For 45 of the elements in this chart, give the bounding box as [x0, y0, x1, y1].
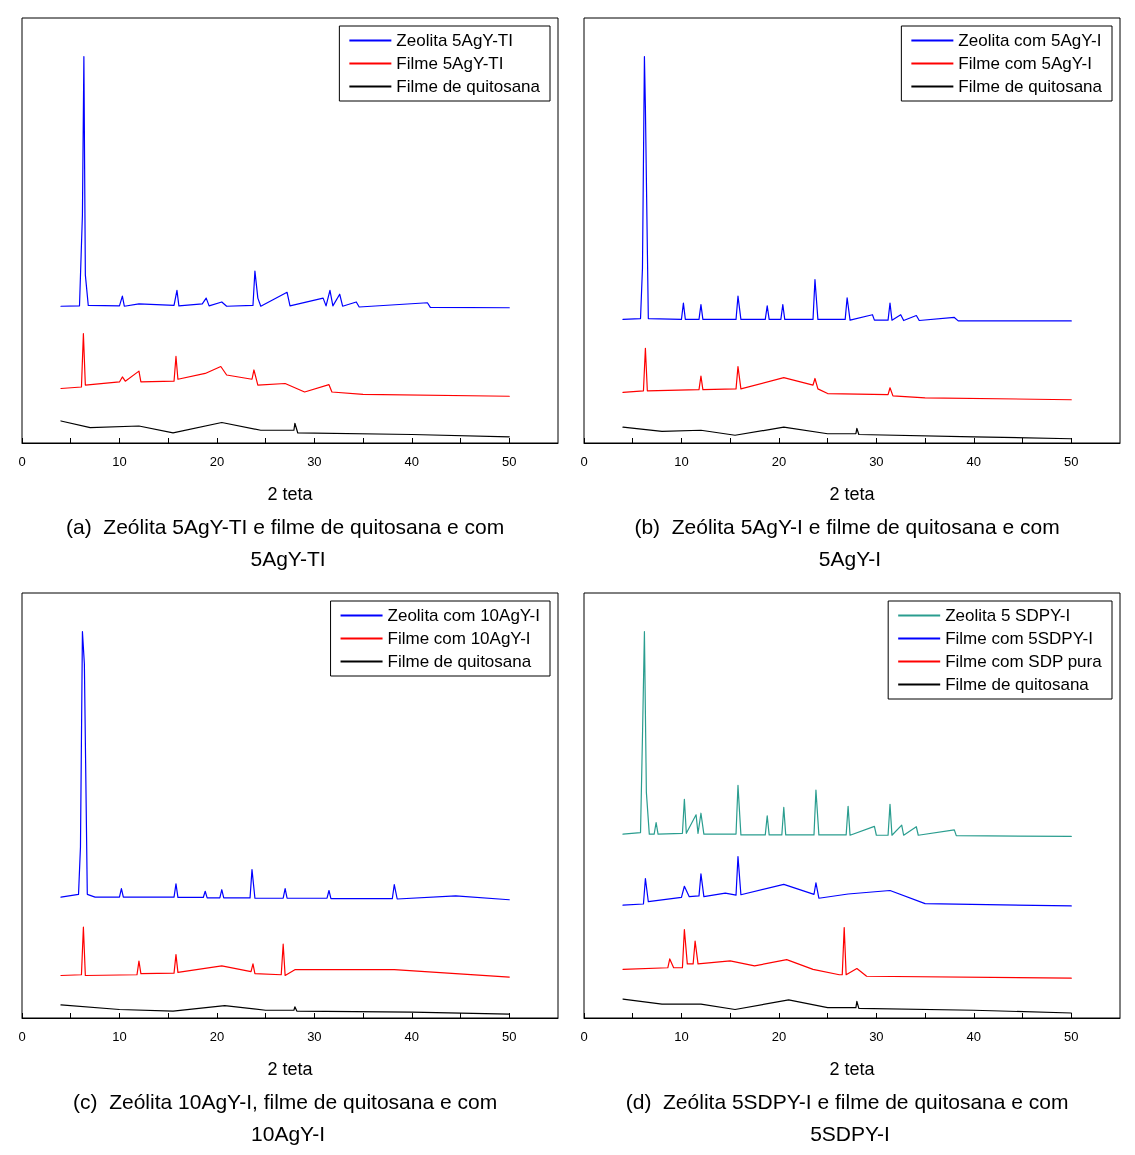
- x-tick-label: 40: [966, 1029, 982, 1044]
- x-tick-label: 0: [18, 454, 26, 469]
- legend-label: Zeolita 5 SDPY-I: [945, 606, 1071, 625]
- x-tick-label: 30: [869, 1029, 884, 1044]
- legend-label: Zeolita com 10AgY-I: [387, 606, 540, 625]
- x-tick-label: 40: [966, 454, 982, 469]
- legend-label: Filme com 5SDPY-I: [945, 629, 1093, 648]
- legend-label: Filme de quitosana: [396, 77, 541, 96]
- x-tick-label: 50: [502, 454, 517, 469]
- legend-label: Filme com SDP pura: [945, 652, 1103, 671]
- x-tick-label: 20: [771, 1029, 787, 1044]
- legend-label: Filme com 10AgY-I: [387, 629, 531, 648]
- x-tick-label: 10: [674, 1029, 689, 1044]
- text: (c) Zeólita 10AgY-I, filme de quitosana e com 10AgY-I: [73, 1089, 503, 1145]
- x-axis-title: 2 teta: [829, 1059, 876, 1079]
- x-axis-title: 2 teta: [267, 1059, 314, 1079]
- text: (d) Zeólita 5SDPY-I e filme de quitosana e com 5SDPY-I: [625, 1089, 1075, 1145]
- legend-label: Zeolita 5AgY-TI: [396, 31, 513, 50]
- x-tick-label: 0: [580, 1029, 588, 1044]
- x-tick-label: 30: [869, 454, 884, 469]
- x-tick-label: 30: [307, 454, 322, 469]
- x-axis-title: 2 teta: [829, 484, 876, 504]
- x-tick-label: 50: [1064, 454, 1079, 469]
- x-axis-title: 2 teta: [267, 484, 314, 504]
- x-tick-label: 50: [1064, 1029, 1079, 1044]
- x-tick-label: 10: [674, 454, 689, 469]
- legend-label: Zeolita com 5AgY-I: [958, 31, 1102, 50]
- x-tick-label: 20: [771, 454, 787, 469]
- x-tick-label: 10: [112, 1029, 127, 1044]
- legend-label: Filme com 5AgY-I: [958, 54, 1092, 73]
- x-tick-label: 10: [112, 454, 127, 469]
- x-tick-label: 0: [18, 1029, 26, 1044]
- x-tick-label: 20: [209, 454, 225, 469]
- x-tick-label: 20: [209, 1029, 225, 1044]
- legend-label: Filme de quitosana: [945, 675, 1090, 694]
- x-tick-label: 50: [502, 1029, 517, 1044]
- x-tick-label: 0: [580, 454, 588, 469]
- text: (b) Zeólita 5AgY-I e filme de quitosana e com 5AgY-I: [634, 514, 1066, 570]
- legend-label: Filme de quitosana: [958, 77, 1103, 96]
- text: (a) Zeólita 5AgY-TI e filme de quitosana e com 5AgY-TI: [66, 514, 510, 570]
- x-tick-label: 30: [307, 1029, 322, 1044]
- x-tick-label: 40: [404, 454, 420, 469]
- x-tick-label: 40: [404, 1029, 420, 1044]
- legend-label: Filme de quitosana: [387, 652, 532, 671]
- legend-label: Filme 5AgY-TI: [396, 54, 504, 73]
